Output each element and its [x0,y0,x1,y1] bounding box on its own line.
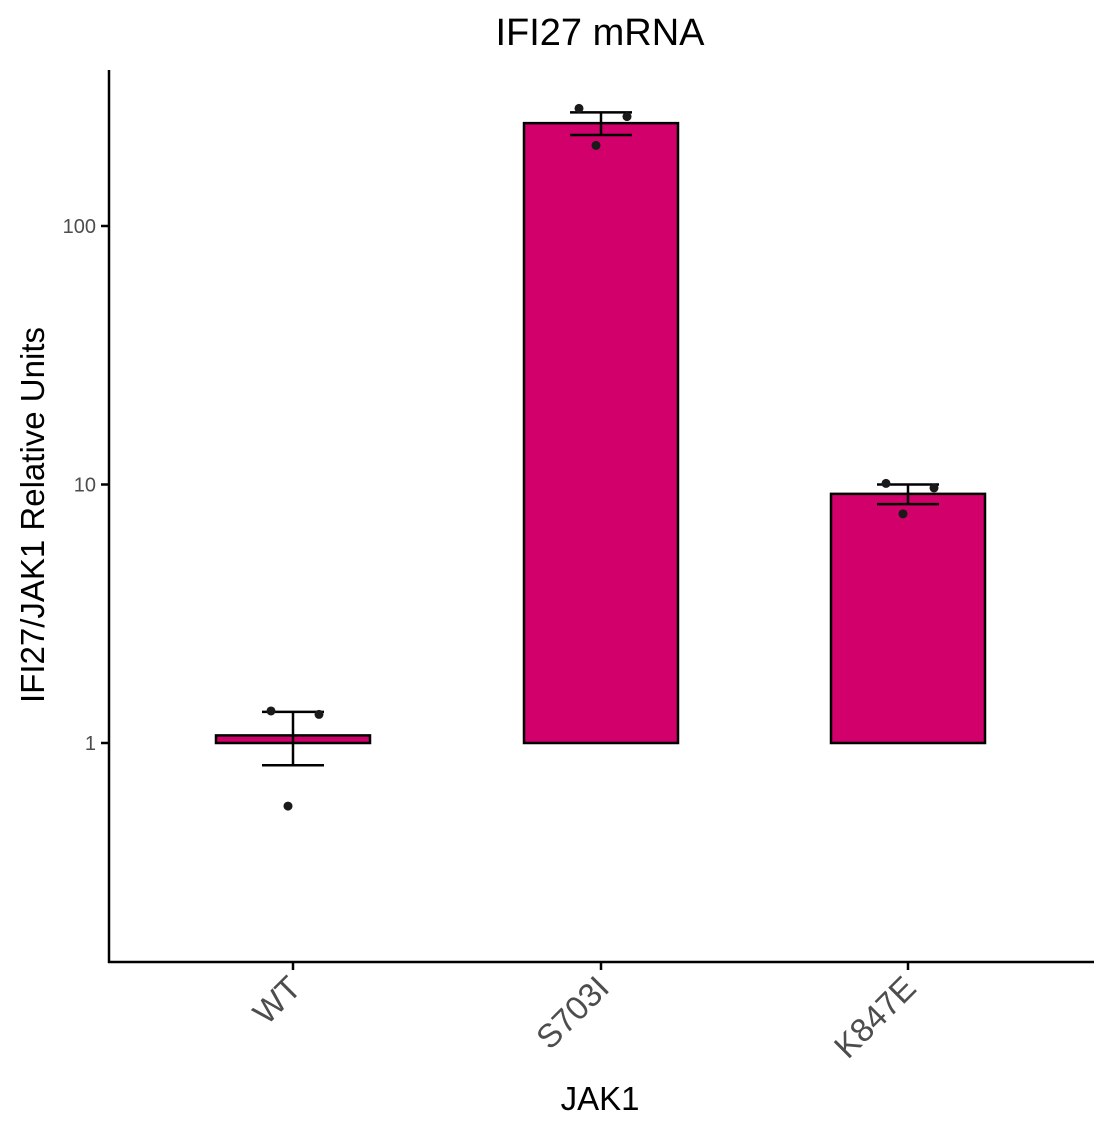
x-axis-title: JAK1 [561,1080,640,1117]
point-s703i-3 [591,140,601,150]
y-tick-label-10: 10 [74,475,96,497]
y-axis-title: IFI27/JAK1 Relative Units [14,327,51,703]
point-wt-1 [266,706,276,716]
y-tick-label-1: 1 [85,733,96,755]
bar-s703i [522,121,680,745]
point-wt-3 [283,801,293,811]
point-k847e-2 [929,483,939,493]
point-s703i-1 [574,103,584,113]
y-tick-label-100: 100 [63,216,96,238]
bar-k847e [829,492,987,745]
x-tick-label-s703i: S703I [529,969,616,1056]
point-k847e-1 [881,478,891,488]
point-k847e-3 [898,509,908,519]
plot-layer: 1 10 100 WT S703I K847E [63,103,987,1065]
point-s703i-2 [622,112,632,122]
point-wt-2 [314,709,324,719]
x-tick-label-wt: WT [246,969,308,1031]
x-tick-label-k847e: K847E [827,969,923,1065]
chart-title: IFI27 mRNA [495,12,705,54]
